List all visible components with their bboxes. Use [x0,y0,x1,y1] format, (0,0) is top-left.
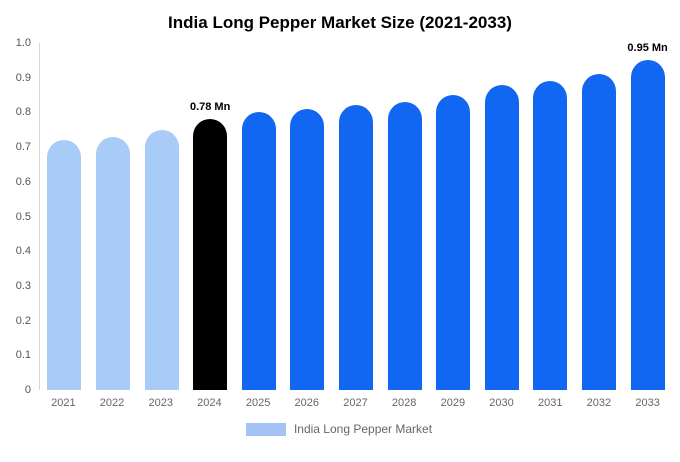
bar-2021 [47,140,82,390]
y-axis-tick-label: 0.9 [15,71,31,84]
bar-2030 [484,84,519,390]
bar-2028 [387,102,422,390]
x-axis-label: 2030 [489,397,514,409]
bar-column [40,43,89,390]
x-axis-label: 2024 [197,397,222,409]
bar-2022 [95,136,130,390]
bar-column [575,43,624,390]
x-axis-label: 2021 [51,397,76,409]
bar-column: 0.78 Mn [186,43,235,390]
x-axis-label: 2031 [537,397,563,409]
x-axis-label: 2033 [635,397,660,409]
x-axis-label: 2023 [148,397,173,409]
chart-title: India Long Pepper Market Size (2021-2033… [168,13,512,32]
bar-2032 [582,74,616,390]
bar-column: 0.95 Mn [623,42,672,390]
x-axis-label: 2022 [99,397,125,409]
bar-column [429,43,478,390]
x-axis-label: 2032 [586,397,612,409]
y-axis-tick-label: 0.1 [15,349,31,362]
bar-2025 [241,112,276,390]
bar-column [332,43,381,390]
y-axis-tick-label: 0.4 [15,245,31,258]
bar-2033 [630,60,665,390]
x-axis-label: 2027 [343,397,368,409]
bar-column [526,43,575,390]
bar-2029 [436,95,471,390]
y-axis-tick-label: 0.5 [15,210,31,223]
y-axis-tick-label: 0.3 [15,279,31,292]
bar-column [380,43,429,390]
x-axis-label: 2028 [391,397,417,409]
legend-swatch [245,422,286,436]
plot-area: 0.78 Mn 0.95 Mn [39,42,672,390]
legend-label: India Long Pepper Market [293,422,433,436]
legend: India Long Pepper Market [6,422,672,436]
y-axis-tick-label: 0.7 [15,141,31,154]
bar-2027 [338,105,373,390]
x-axis-label: 2029 [440,397,466,409]
y-axis-tick-label: 0.8 [15,106,31,119]
bar-value-label: 0.78 Mn [189,101,231,114]
y-axis-tick-label: 0.6 [15,175,31,188]
y-axis-tick-label: 1.0 [15,37,31,49]
bar-value-label: 0.95 Mn [627,42,668,55]
y-axis: 1.0 0.9 0.8 0.7 0.6 0.5 0.4 0.3 0.2 0.1 0 [6,37,36,396]
x-axis: 2021 2022 2023 2024 2025 2026 2027 2028 2029 2030… [39,397,672,409]
bar-column [477,43,526,390]
bar-2026 [290,108,325,390]
x-axis-label: 2025 [245,397,271,409]
bar-2024 [193,119,228,390]
bar-2031 [533,81,568,390]
bar-column [137,43,186,390]
bar-column [283,43,332,390]
bar-chart: 1.0 0.9 0.8 0.7 0.6 0.5 0.4 0.3 0.2 0.1 0 0.78 Mn 0… [6,37,672,436]
bar-2023 [144,129,179,390]
y-axis-tick-label: 0 [24,384,31,396]
y-axis-tick-label: 0.2 [15,314,31,327]
bar-column [234,43,283,390]
x-axis-label: 2026 [294,397,320,409]
bar-column [89,43,138,390]
